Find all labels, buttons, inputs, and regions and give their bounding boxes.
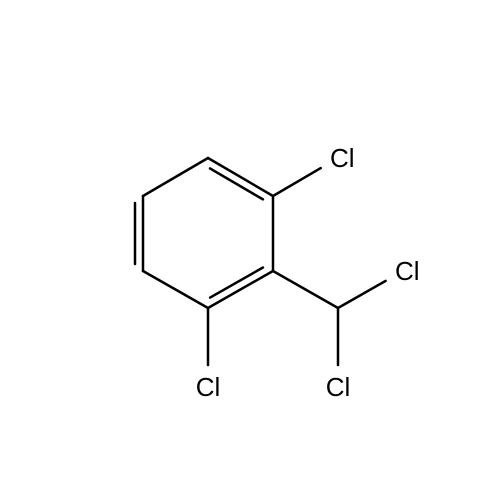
bond-line: [273, 271, 338, 308]
bond-line: [338, 281, 386, 308]
bond-line: [208, 158, 273, 196]
bond-line: [143, 158, 208, 196]
molecule-diagram: Cl Cl Cl Cl: [0, 0, 500, 500]
bond-line: [143, 271, 208, 308]
atom-label: Cl: [326, 372, 351, 402]
bond-line: [208, 271, 273, 308]
bond-line: [273, 168, 321, 196]
bond-line-double: [210, 168, 263, 199]
atom-label: Cl: [395, 256, 420, 286]
atom-label: Cl: [196, 372, 221, 402]
atom-label: Cl: [330, 143, 355, 173]
